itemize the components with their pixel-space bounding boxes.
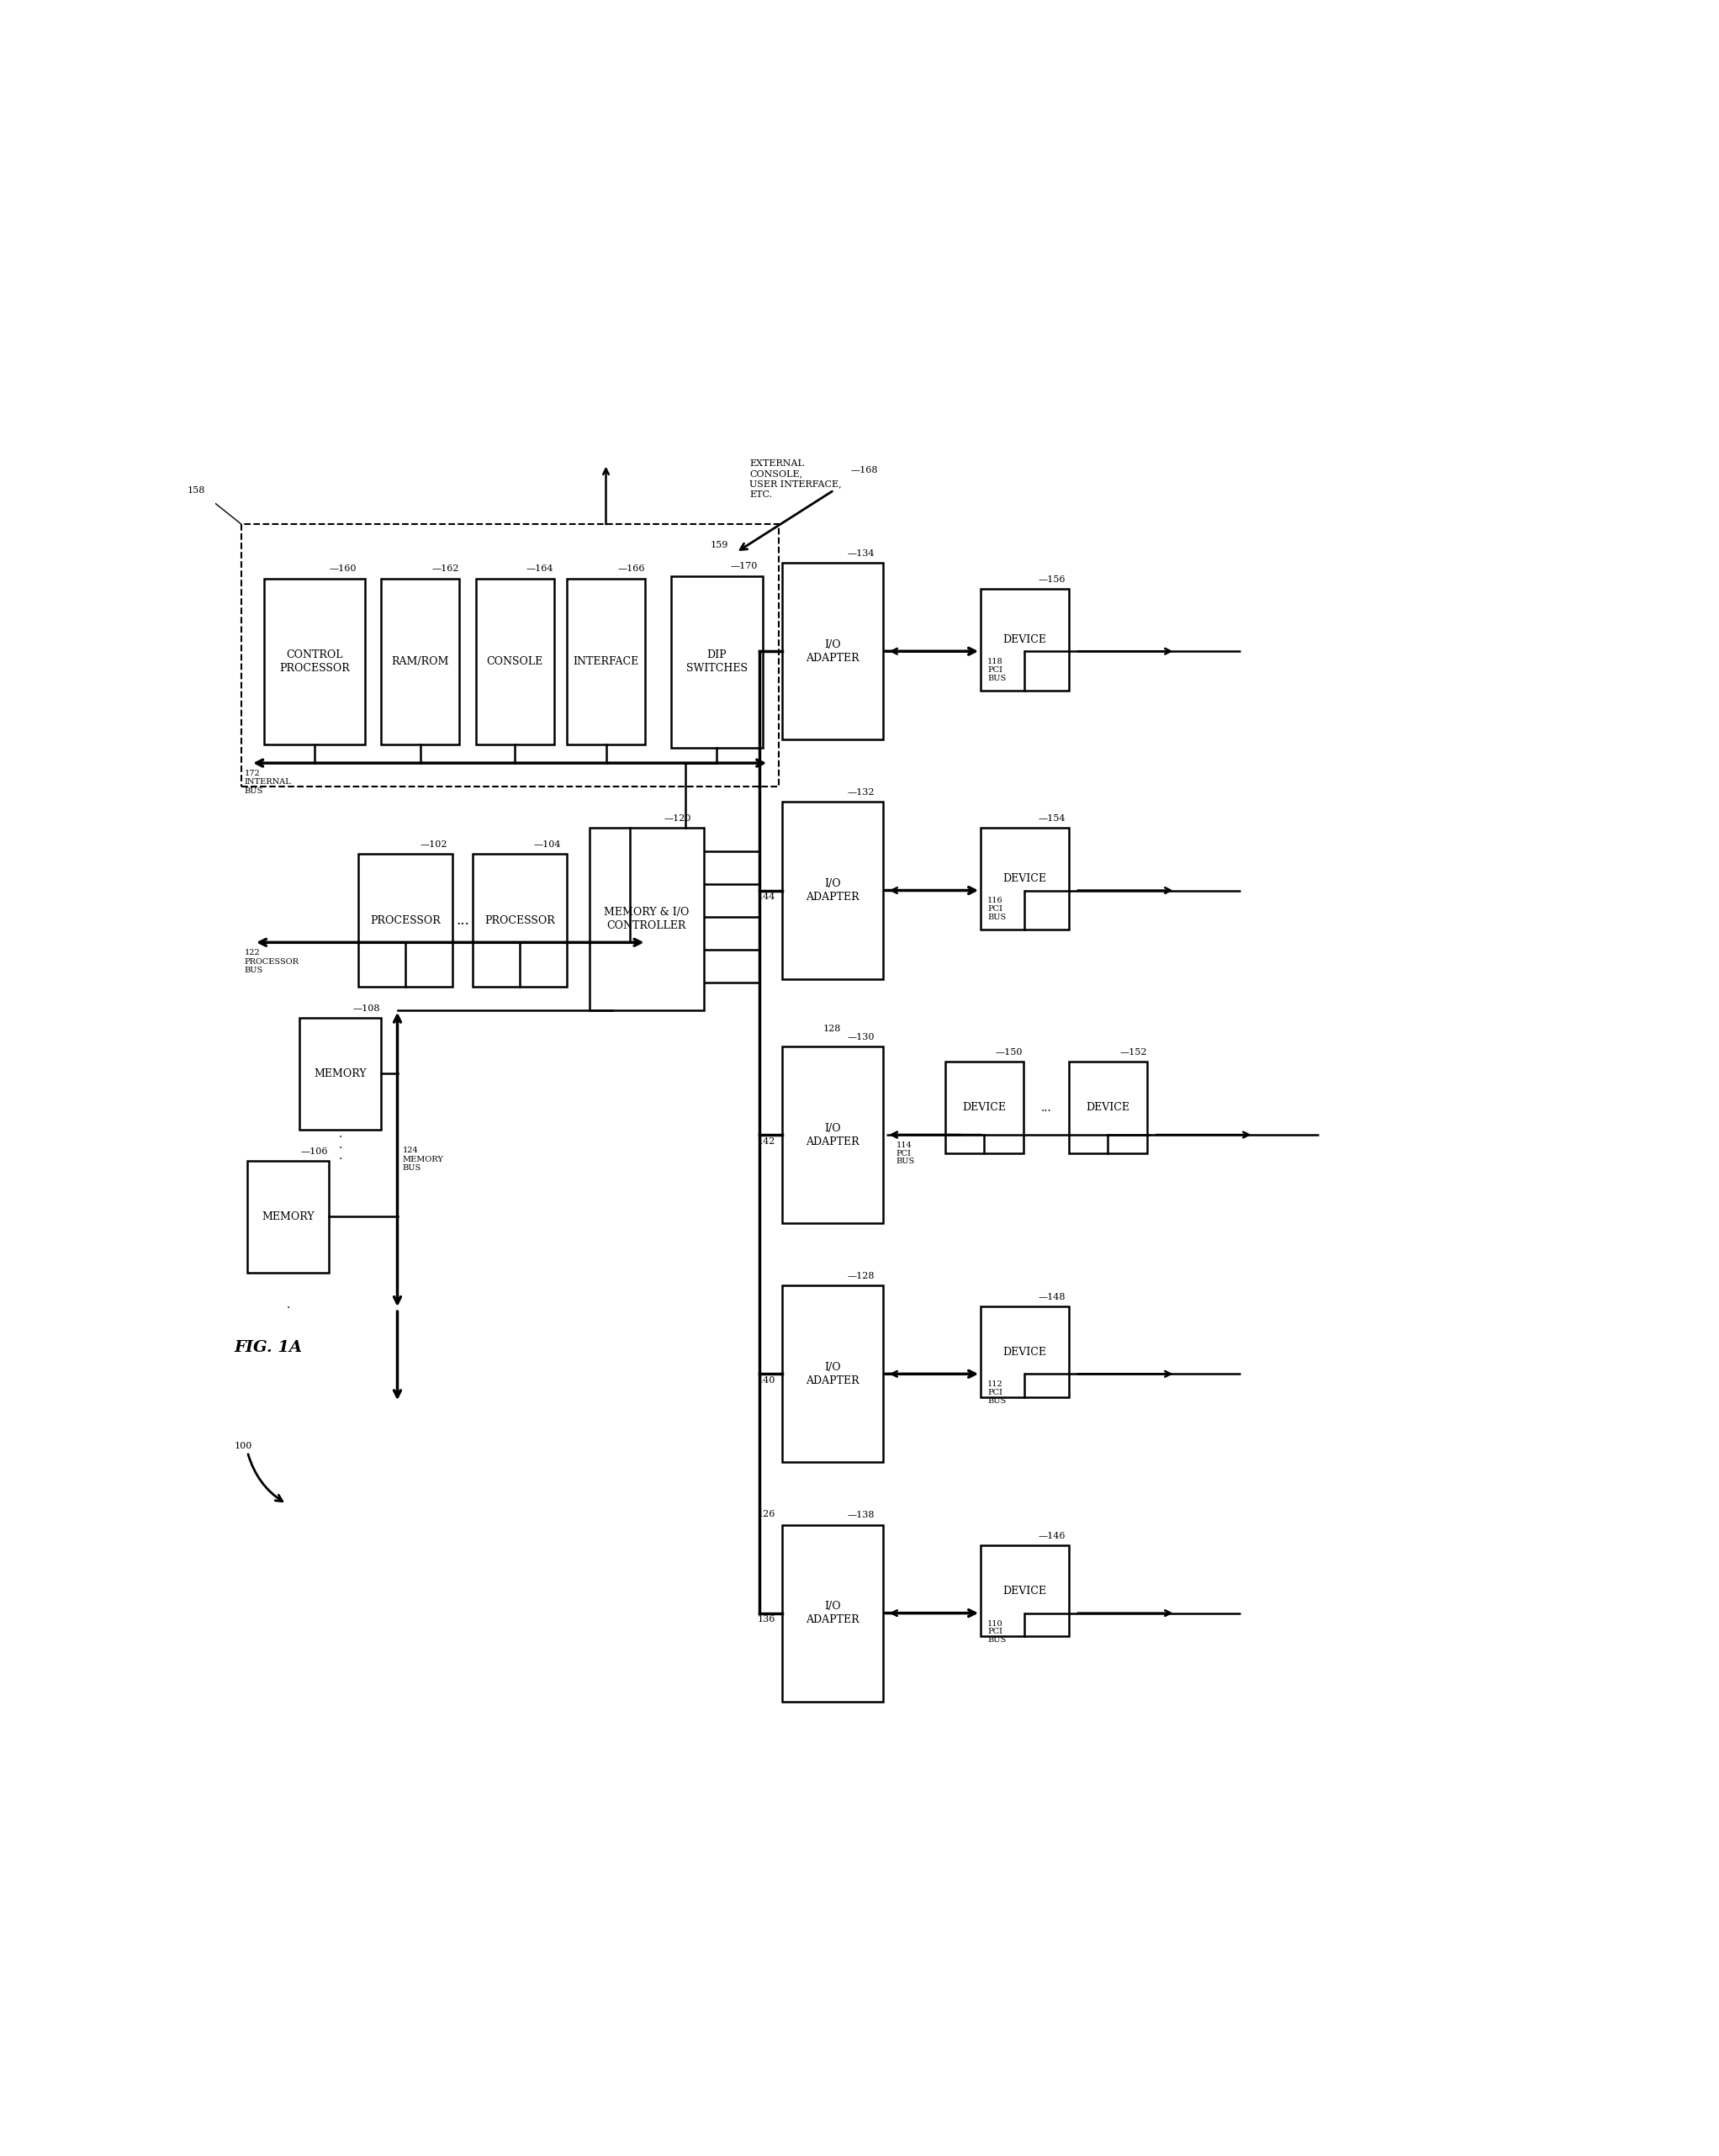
Bar [982, 828, 1069, 929]
Bar [473, 854, 567, 987]
Text: —156: —156 [1038, 576, 1066, 584]
Text: I/O
ADAPTER: I/O ADAPTER [806, 1123, 860, 1147]
Text: 124
MEMORY
BUS: 124 MEMORY BUS [402, 1147, 444, 1173]
Bar [590, 828, 703, 1009]
Text: —128: —128 [847, 1272, 875, 1281]
Text: 116
PCI
BUS: 116 PCI BUS [987, 897, 1006, 921]
Text: RAM/ROM: RAM/ROM [392, 655, 449, 666]
Text: ...: ... [1040, 1102, 1052, 1112]
Text: 100: 100 [234, 1442, 253, 1451]
Bar [1069, 1063, 1147, 1153]
Text: 126: 126 [758, 1509, 775, 1518]
Text: PROCESSOR: PROCESSOR [370, 914, 440, 925]
Text: DEVICE: DEVICE [1002, 1345, 1047, 1358]
Text: 110
PCI
BUS: 110 PCI BUS [987, 1619, 1006, 1643]
Text: CONSOLE: CONSOLE [486, 655, 543, 666]
Text: —120: —120 [664, 815, 691, 824]
Bar [241, 524, 779, 787]
Bar [382, 578, 459, 744]
Text: —130: —130 [847, 1033, 875, 1041]
Text: —148: —148 [1038, 1294, 1066, 1300]
Text: DEVICE: DEVICE [1002, 1585, 1047, 1595]
Bar [982, 589, 1069, 690]
Text: I/O
ADAPTER: I/O ADAPTER [806, 1363, 860, 1386]
Text: MEMORY & I/O
CONTROLLER: MEMORY & I/O CONTROLLER [603, 908, 689, 931]
Bar [248, 1160, 328, 1272]
Text: —166: —166 [617, 565, 645, 573]
Bar [982, 1307, 1069, 1397]
Text: DIP
SWITCHES: DIP SWITCHES [686, 649, 748, 675]
Text: —154: —154 [1038, 815, 1066, 824]
Text: .: . [287, 1300, 291, 1311]
Text: —152: —152 [1119, 1048, 1147, 1056]
Bar [476, 578, 554, 744]
Text: DEVICE: DEVICE [1002, 634, 1047, 645]
Bar [782, 1285, 884, 1462]
Text: —168: —168 [851, 466, 878, 474]
Text: 122
PROCESSOR
BUS: 122 PROCESSOR BUS [244, 949, 299, 975]
Text: 144: 144 [758, 893, 775, 901]
Bar [782, 1046, 884, 1222]
Text: .
.
.: . . . [339, 1128, 342, 1162]
Bar [782, 802, 884, 979]
Text: FIG. 1A: FIG. 1A [234, 1341, 303, 1356]
Text: ...: ... [456, 914, 469, 927]
Text: PROCESSOR: PROCESSOR [485, 914, 555, 925]
Text: 158: 158 [187, 485, 205, 494]
Text: MEMORY: MEMORY [261, 1212, 315, 1222]
Text: EXTERNAL
CONSOLE,
USER INTERFACE,
ETC.: EXTERNAL CONSOLE, USER INTERFACE, ETC. [749, 459, 842, 498]
Bar [945, 1063, 1023, 1153]
Bar [982, 1546, 1069, 1636]
Text: —104: —104 [535, 841, 560, 849]
Bar [263, 578, 364, 744]
Bar [567, 578, 645, 744]
Text: —106: —106 [301, 1147, 328, 1156]
Text: DEVICE: DEVICE [963, 1102, 1006, 1112]
Text: 159: 159 [710, 541, 729, 550]
Text: I/O
ADAPTER: I/O ADAPTER [806, 1602, 860, 1626]
Text: INTERFACE: INTERFACE [572, 655, 639, 666]
Text: —134: —134 [847, 550, 875, 558]
Text: —162: —162 [431, 565, 459, 573]
Text: —146: —146 [1038, 1531, 1066, 1539]
Bar [358, 854, 452, 987]
Text: —102: —102 [419, 841, 447, 849]
Text: DEVICE: DEVICE [1086, 1102, 1129, 1112]
Text: MEMORY: MEMORY [315, 1067, 366, 1080]
Text: I/O
ADAPTER: I/O ADAPTER [806, 638, 860, 664]
Bar [782, 1524, 884, 1701]
Text: 172
INTERNAL
BUS: 172 INTERNAL BUS [244, 770, 291, 796]
Text: 112
PCI
BUS: 112 PCI BUS [987, 1380, 1006, 1404]
Bar [670, 576, 762, 748]
Text: —150: —150 [995, 1048, 1023, 1056]
Text: 114
PCI
BUS: 114 PCI BUS [896, 1141, 915, 1166]
Text: 140: 140 [758, 1376, 775, 1384]
Text: I/O
ADAPTER: I/O ADAPTER [806, 877, 860, 903]
Text: —170: —170 [731, 563, 758, 571]
Text: 136: 136 [758, 1615, 775, 1623]
Text: —160: —160 [330, 565, 358, 573]
Text: CONTROL
PROCESSOR: CONTROL PROCESSOR [278, 649, 349, 675]
Text: .
.
.: . . . [758, 1238, 762, 1272]
Text: —108: —108 [352, 1005, 380, 1013]
Text: DEVICE: DEVICE [1002, 873, 1047, 884]
Text: —132: —132 [847, 789, 875, 798]
Text: 142: 142 [758, 1136, 775, 1145]
Bar [299, 1018, 382, 1130]
Bar [782, 563, 884, 740]
Text: —164: —164 [526, 565, 554, 573]
Text: 128: 128 [823, 1024, 841, 1033]
Text: —138: —138 [847, 1511, 875, 1520]
Text: 118
PCI
BUS: 118 PCI BUS [987, 658, 1006, 681]
